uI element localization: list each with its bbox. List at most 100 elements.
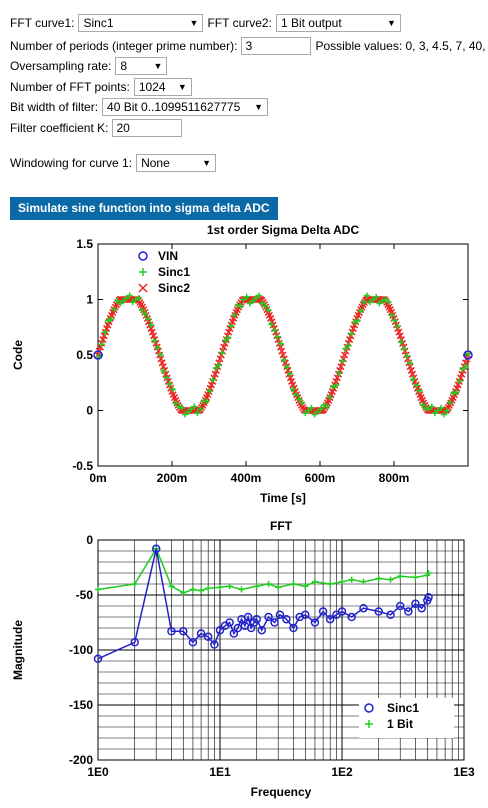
data-point <box>437 404 444 411</box>
data-point <box>212 364 219 371</box>
data-point <box>231 312 238 319</box>
data-point <box>189 586 196 593</box>
data-point <box>182 411 189 418</box>
oversampling-select[interactable]: 8 ▼ <box>115 57 168 75</box>
data-point <box>459 366 466 373</box>
data-point <box>385 299 392 306</box>
data-point <box>197 406 204 413</box>
data-point <box>314 408 321 415</box>
data-point <box>203 398 210 405</box>
periods-input[interactable]: 3 <box>241 37 312 55</box>
fft-curve2-select[interactable]: 1 Bit output ▼ <box>275 14 401 32</box>
data-point <box>168 583 175 590</box>
data-point <box>348 330 355 337</box>
data-point <box>101 329 108 336</box>
data-point <box>138 251 148 261</box>
legend-label: VIN <box>158 249 178 263</box>
data-point <box>347 612 356 622</box>
window-select[interactable]: None ▼ <box>136 154 217 172</box>
data-point <box>397 339 404 346</box>
data-point <box>172 400 179 407</box>
data-point <box>370 296 377 303</box>
data-point <box>302 583 309 590</box>
coef-row: Filter coefficient K: 20 <box>10 119 183 137</box>
data-point <box>425 570 432 576</box>
data-point <box>404 607 413 616</box>
simulate-button[interactable]: Simulate sine function into sigma delta … <box>10 197 278 220</box>
data-point <box>237 303 244 310</box>
data-point <box>456 378 463 385</box>
series-line <box>97 548 430 660</box>
data-point <box>265 307 272 314</box>
data-point <box>407 360 414 367</box>
data-point <box>246 300 253 307</box>
fft-points-select[interactable]: 1024 ▼ <box>133 78 192 96</box>
data-point <box>271 327 278 334</box>
data-point <box>163 374 170 381</box>
data-point <box>453 389 460 396</box>
bitwidth-select[interactable]: 40 Bit 0..1099511627775 ▼ <box>102 98 269 116</box>
data-point <box>210 640 219 649</box>
data-point <box>441 411 448 418</box>
oversampling-row: Oversampling rate: 8 ▼ <box>10 57 168 75</box>
data-point <box>93 350 103 360</box>
data-point <box>286 370 293 377</box>
data-point <box>215 625 225 635</box>
x-tick-label: 400m <box>231 471 262 485</box>
data-point <box>252 295 259 302</box>
data-point <box>404 353 411 360</box>
data-point <box>279 351 287 359</box>
x-tick-label: 200m <box>157 471 188 485</box>
data-point <box>354 317 361 324</box>
data-point <box>278 347 286 355</box>
data-point <box>240 296 247 303</box>
data-point <box>293 391 300 398</box>
fft-curve2-value: 1 Bit output <box>280 16 342 30</box>
data-point <box>341 351 349 359</box>
data-point <box>203 632 213 642</box>
data-point <box>359 603 368 613</box>
data-point <box>138 307 145 314</box>
data-point <box>225 334 232 341</box>
fft-curve1-select[interactable]: Sinc1 ▼ <box>78 14 204 32</box>
data-point <box>249 297 256 304</box>
data-point <box>375 575 382 582</box>
data-point <box>98 341 105 348</box>
data-point <box>447 399 454 406</box>
data-point <box>413 382 420 389</box>
window-value: None <box>141 156 170 170</box>
data-point <box>243 293 250 300</box>
data-point <box>148 321 155 328</box>
data-point <box>135 295 142 302</box>
data-point <box>308 404 315 411</box>
coef-input[interactable]: 20 <box>112 119 183 137</box>
data-point <box>198 587 205 594</box>
data-point <box>416 387 423 394</box>
fft-points-value: 1024 <box>138 80 166 94</box>
data-point <box>277 343 285 351</box>
data-point <box>357 307 364 314</box>
fft-points-row: Number of FFT points: 1024 ▼ <box>10 78 192 96</box>
data-point <box>424 592 433 602</box>
x-axis-label: Time [s] <box>260 491 306 505</box>
data-point <box>114 297 121 304</box>
data-point <box>222 337 229 344</box>
x-axis-label: Frequency <box>251 785 312 799</box>
data-point <box>157 351 164 358</box>
data-point <box>301 610 310 620</box>
periods-label: Number of periods (integer prime number)… <box>10 39 238 53</box>
periods-row: Number of periods (integer prime number)… <box>10 37 486 55</box>
data-point <box>277 340 284 347</box>
data-point <box>206 387 213 394</box>
data-point <box>104 317 111 324</box>
fft-curve1-value: Sinc1 <box>83 16 114 30</box>
data-point <box>450 390 457 397</box>
data-point <box>194 410 201 417</box>
oversampling-value: 8 <box>120 59 128 73</box>
data-point <box>259 300 266 307</box>
data-point <box>305 407 312 414</box>
data-point <box>325 614 335 624</box>
data-point <box>386 610 395 620</box>
data-point <box>215 362 222 369</box>
data-point <box>178 404 185 411</box>
